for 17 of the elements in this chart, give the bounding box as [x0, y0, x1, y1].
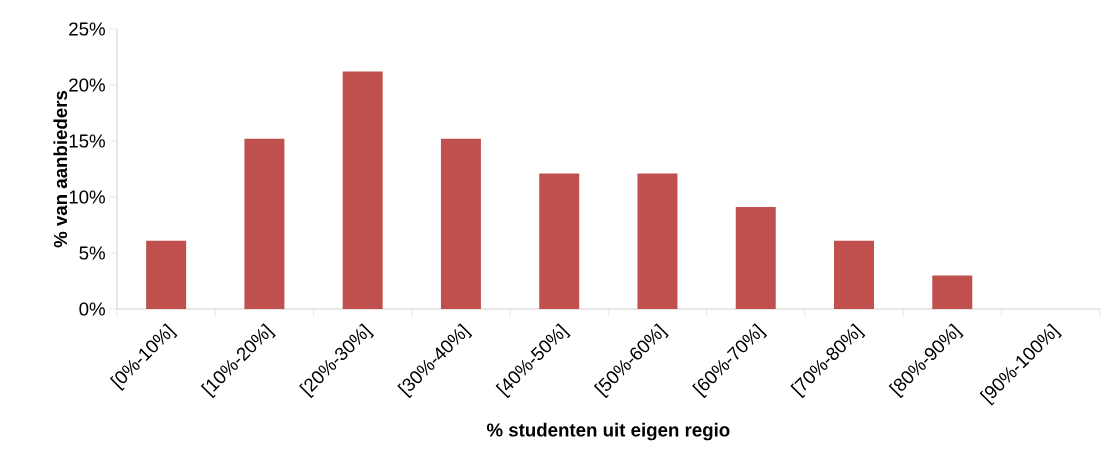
bar — [637, 173, 678, 309]
bar — [932, 275, 973, 309]
x-axis-title: % studenten uit eigen regio — [486, 422, 730, 441]
bar — [539, 173, 580, 309]
bar — [440, 138, 481, 309]
y-tick-label: 0% — [79, 302, 105, 316]
bar — [244, 138, 285, 309]
bar — [735, 207, 776, 309]
y-tick-label: 5% — [79, 246, 105, 260]
y-tick-label: 10% — [69, 190, 105, 204]
y-tick-label: 20% — [69, 78, 105, 92]
y-axis-title: % van aanbieders — [53, 90, 68, 248]
y-tick-label: 25% — [69, 22, 105, 36]
bar — [342, 71, 383, 309]
bar — [834, 240, 875, 309]
y-tick-label: 15% — [69, 134, 105, 148]
bar — [146, 240, 187, 309]
